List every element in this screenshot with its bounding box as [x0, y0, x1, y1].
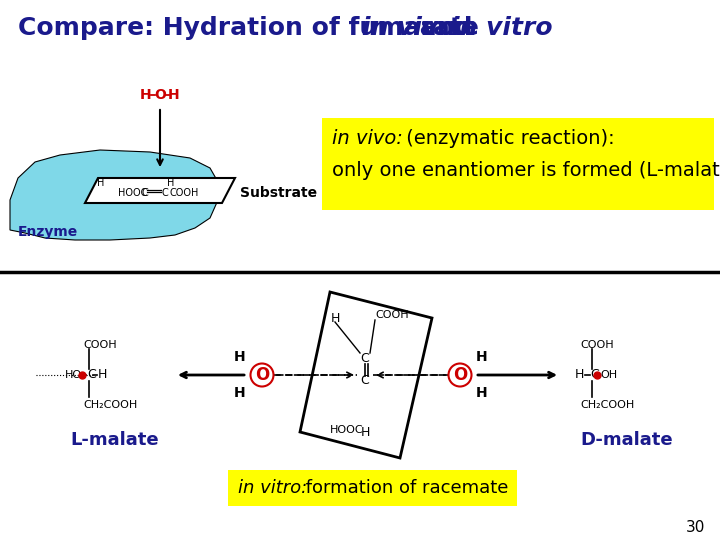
Text: C: C [87, 368, 96, 381]
Text: HOOC: HOOC [118, 188, 148, 198]
Text: 30: 30 [685, 521, 705, 536]
Text: C: C [590, 368, 599, 381]
Text: O: O [453, 366, 467, 384]
Text: CH₂COOH: CH₂COOH [580, 400, 634, 410]
Text: D-malate: D-malate [580, 431, 672, 449]
Polygon shape [10, 150, 218, 240]
Text: COOH: COOH [375, 310, 409, 320]
Text: O: O [255, 366, 269, 384]
Text: COOH: COOH [580, 340, 613, 350]
Text: H: H [330, 312, 340, 325]
Text: L-malate: L-malate [70, 431, 158, 449]
Text: Substrate: Substrate [240, 186, 317, 200]
Text: H: H [476, 350, 488, 364]
Text: COOH: COOH [83, 340, 117, 350]
Text: HO: HO [65, 370, 82, 380]
Text: H: H [168, 88, 180, 102]
Text: Enzyme: Enzyme [18, 225, 78, 239]
Text: in vitro: in vitro [451, 16, 552, 40]
Polygon shape [85, 178, 235, 203]
Text: in vitro:: in vitro: [238, 479, 307, 497]
Text: C: C [361, 374, 369, 387]
Text: H: H [167, 178, 174, 188]
FancyBboxPatch shape [228, 470, 517, 506]
Polygon shape [300, 292, 432, 458]
Text: in vivo: in vivo [362, 16, 455, 40]
Text: and: and [411, 16, 481, 40]
Text: H: H [234, 350, 246, 364]
Text: formation of racemate: formation of racemate [300, 479, 508, 497]
Text: (enzymatic reaction):: (enzymatic reaction): [400, 129, 615, 147]
Text: H: H [140, 88, 152, 102]
Text: H: H [97, 178, 104, 188]
Text: in vivo:: in vivo: [332, 129, 403, 147]
FancyBboxPatch shape [322, 118, 714, 210]
Text: only one enantiomer is formed (L-malate): only one enantiomer is formed (L-malate) [332, 160, 720, 179]
Text: C: C [141, 188, 148, 198]
Text: H: H [476, 386, 488, 400]
Text: H: H [575, 368, 585, 381]
Text: CH₂COOH: CH₂COOH [83, 400, 138, 410]
Text: C: C [361, 352, 369, 365]
Text: COOH: COOH [170, 188, 199, 198]
Text: H: H [360, 426, 369, 438]
Text: Compare: Hydration of fumarate: Compare: Hydration of fumarate [18, 16, 487, 40]
Text: OH: OH [600, 370, 617, 380]
Text: H: H [234, 386, 246, 400]
Text: C: C [161, 188, 168, 198]
Text: H: H [98, 368, 107, 381]
Text: HOOC: HOOC [330, 425, 364, 435]
Text: O: O [154, 88, 166, 102]
